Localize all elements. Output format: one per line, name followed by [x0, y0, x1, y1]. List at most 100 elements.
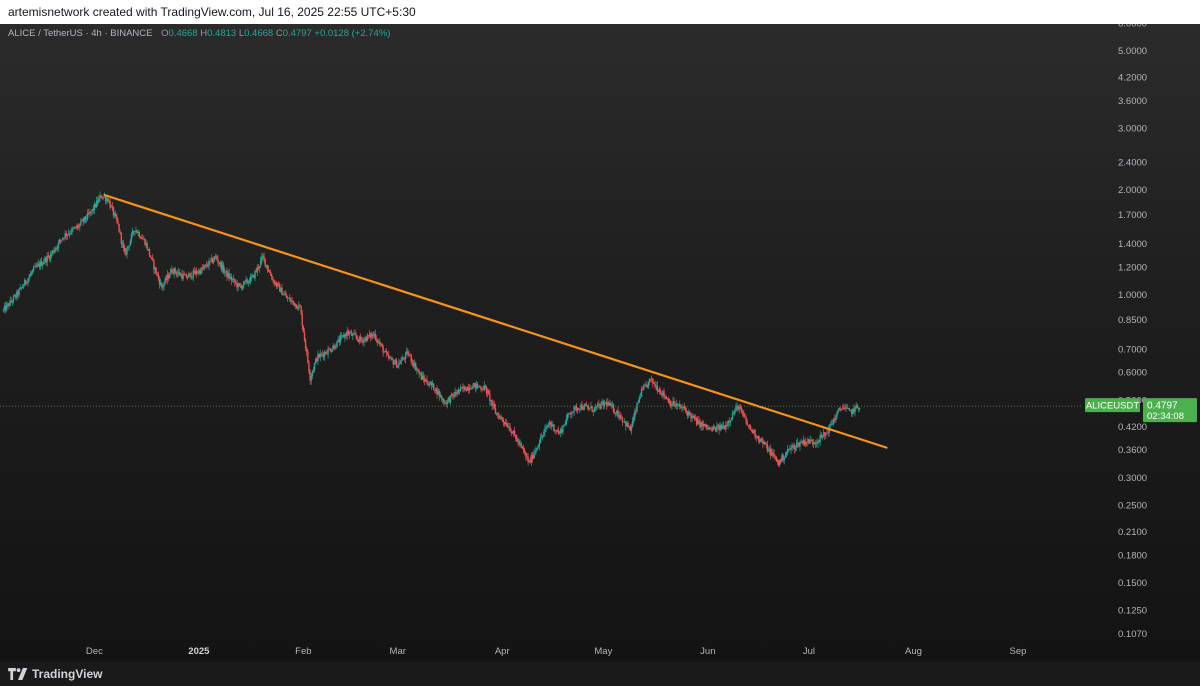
candle-body — [571, 413, 573, 415]
candle-body — [526, 456, 528, 458]
candle-body — [164, 278, 166, 284]
candle-body — [704, 424, 707, 427]
y-axis-tick-label: 0.1070 — [1118, 629, 1147, 640]
candle-body — [210, 258, 212, 261]
candle-body — [672, 401, 674, 405]
x-axis-tick-label: Aug — [905, 646, 922, 657]
candle-body — [543, 432, 545, 436]
candle-body — [601, 401, 603, 404]
candle-body — [108, 200, 110, 202]
candle-body — [534, 452, 536, 455]
candle-body — [388, 354, 390, 359]
candle-body — [797, 442, 799, 444]
candle-body — [355, 334, 357, 338]
candle-body — [695, 417, 698, 425]
candle-body — [218, 262, 220, 264]
candle-body — [35, 265, 37, 267]
candle-body — [413, 363, 416, 367]
candle-body — [850, 410, 853, 414]
candle-body — [117, 221, 119, 224]
candle-body — [215, 256, 217, 258]
candle-body — [462, 387, 464, 389]
candle-body — [581, 404, 583, 410]
candle-body — [500, 416, 502, 418]
candle-body — [544, 428, 546, 433]
candle-body — [558, 432, 561, 434]
candle-body — [540, 437, 543, 439]
candle-body — [384, 350, 387, 352]
price-chart[interactable]: 6.0000 5.0000 4.2000 3.6000 3.0000 2.4000 2.00… — [0, 24, 1200, 662]
candle-body — [639, 396, 642, 398]
candle-body — [611, 405, 614, 406]
candle-body — [485, 385, 488, 394]
candle-body — [226, 270, 228, 278]
candle-body — [19, 287, 21, 290]
candle-body — [445, 403, 447, 405]
candle-body — [768, 448, 771, 452]
candle-body — [222, 264, 225, 273]
candle-body — [731, 413, 734, 419]
candle-body — [65, 233, 67, 236]
candle-body — [809, 439, 811, 444]
candle-body — [274, 282, 276, 284]
candle-body — [739, 406, 742, 408]
candle-body — [839, 408, 842, 410]
candle-body — [675, 404, 678, 406]
candle-body — [490, 400, 492, 402]
candle-body — [654, 383, 656, 387]
legend-open-label: O — [161, 28, 169, 39]
candle-body — [264, 258, 266, 266]
x-axis-tick-label: Jun — [700, 646, 715, 657]
candle-body — [299, 304, 301, 307]
candle-body — [826, 432, 828, 434]
candle-body — [341, 335, 344, 337]
candle-body — [162, 286, 164, 288]
candle-body — [439, 395, 442, 397]
y-axis-tick-label: 0.8500 — [1118, 315, 1147, 326]
candle-body — [137, 232, 139, 233]
candle-body — [506, 422, 508, 427]
brand-name: TradingView — [32, 667, 103, 681]
candle-body — [220, 262, 223, 270]
candle-body — [785, 452, 788, 455]
candle-body — [471, 388, 473, 390]
y-axis-tick-label: 1.0000 — [1118, 290, 1147, 301]
candle-body — [550, 424, 553, 427]
candle-body — [358, 336, 361, 342]
candle-body — [207, 266, 209, 267]
candle-body — [244, 280, 246, 282]
candle-body — [527, 456, 529, 463]
candle-body — [563, 425, 565, 426]
candle-body — [368, 333, 371, 337]
chart-area[interactable]: 6.0000 5.0000 4.2000 3.6000 3.0000 2.4000 2.00… — [0, 24, 1200, 662]
candle-body — [686, 411, 689, 416]
legend-open-value: 0.4668 — [168, 28, 198, 39]
candle-body — [240, 285, 243, 289]
candle-body — [4, 306, 7, 311]
candle-body — [321, 353, 324, 355]
candle-body — [431, 383, 434, 386]
candle-body — [159, 282, 162, 285]
candle-body — [149, 255, 152, 258]
candle-body — [318, 354, 320, 358]
candle-body — [195, 270, 198, 274]
candle-body — [333, 345, 335, 349]
candle-body — [283, 294, 285, 296]
candle-body — [181, 274, 183, 279]
candle-body — [477, 386, 480, 388]
candle-body — [762, 440, 764, 444]
y-axis-tick-label: 0.1250 — [1118, 606, 1147, 617]
candle-body — [849, 410, 852, 412]
candle-body — [764, 441, 766, 445]
candle-body — [294, 304, 297, 306]
y-axis-tick-label: 0.1500 — [1118, 578, 1147, 589]
x-axis-tick-label: Mar — [390, 646, 406, 657]
candle-body — [830, 424, 833, 425]
candle-body — [252, 274, 254, 277]
candle-body — [357, 339, 360, 342]
tradingview-brand[interactable]: TradingView — [8, 667, 102, 681]
candle-body — [124, 248, 126, 252]
candle-body — [2, 309, 5, 311]
candle-body — [352, 333, 354, 336]
candle-body — [334, 345, 336, 349]
